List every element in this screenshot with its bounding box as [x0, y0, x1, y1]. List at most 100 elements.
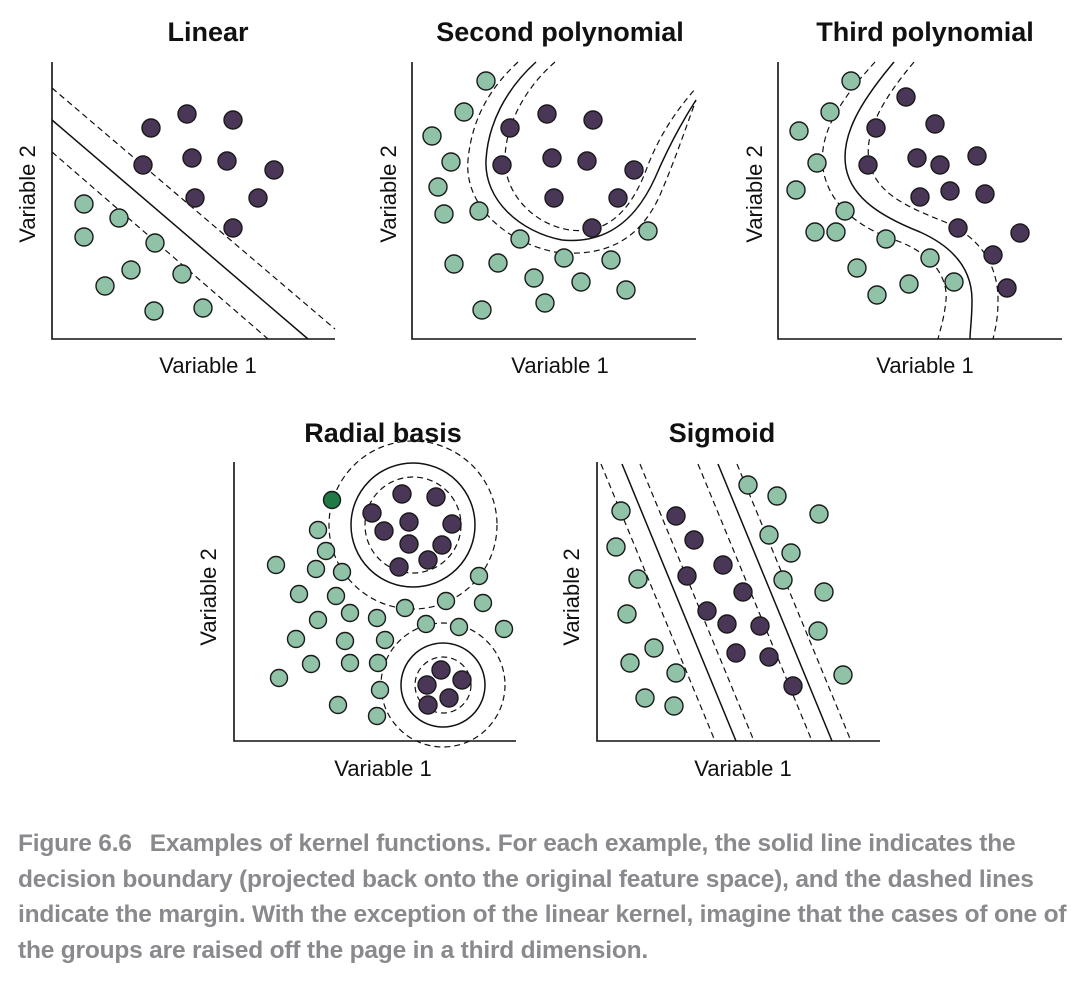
panel-title: Third polynomial — [816, 17, 1034, 47]
data-point-group-b — [542, 148, 562, 168]
data-point-group-a — [308, 610, 328, 630]
data-point-group-b — [442, 514, 462, 534]
data-point-group-b — [726, 643, 746, 663]
data-point-group-a — [510, 229, 530, 249]
data-point-group-b — [967, 146, 987, 166]
data-point-group-b — [1010, 223, 1030, 243]
data-point-group-b — [223, 110, 243, 130]
data-point-group-a — [95, 276, 115, 296]
x-axis-label: Variable 1 — [694, 756, 791, 781]
data-point-group-b — [783, 676, 803, 696]
decision-boundary — [51, 119, 309, 340]
data-point-group-b — [389, 557, 409, 577]
panel-linear: Linear Variable 1 Variable 2 — [15, 17, 336, 378]
axes — [596, 462, 880, 742]
axes — [777, 62, 1062, 340]
axes — [233, 462, 516, 742]
data-point-group-a — [428, 177, 448, 197]
data-point-group-b — [733, 582, 753, 602]
data-point-group-a — [833, 665, 853, 685]
data-point-group-a — [367, 706, 387, 726]
data-point-group-b — [185, 188, 205, 208]
data-point-group-b — [439, 688, 459, 708]
data-point-group-a — [767, 486, 787, 506]
data-point-group-b — [452, 670, 472, 690]
data-point-group-b — [577, 151, 597, 171]
data-point-group-a — [449, 617, 469, 637]
data-point-group-a — [367, 608, 387, 628]
margin-line — [414, 656, 472, 714]
margin-line — [736, 463, 852, 742]
data-point-group-a — [899, 274, 919, 294]
data-point-group-a — [145, 233, 165, 253]
data-point-group-a — [395, 598, 415, 618]
data-point-group-a — [876, 229, 896, 249]
data-point-group-b — [537, 104, 557, 124]
decision-boundary — [485, 61, 697, 242]
data-point-group-b — [896, 87, 916, 107]
data-point-group-a — [473, 593, 493, 613]
group-a-points — [606, 475, 853, 716]
data-point-group-b — [759, 647, 779, 667]
data-point-group-a — [847, 258, 867, 278]
data-point-group-a — [286, 629, 306, 649]
data-point-group-a — [807, 153, 827, 173]
data-point-group-b — [399, 512, 419, 532]
data-point-group-a — [328, 695, 348, 715]
data-point-group-a — [269, 668, 289, 688]
data-point-group-a — [375, 630, 395, 650]
data-point-group-b — [608, 188, 628, 208]
data-point-group-b — [223, 218, 243, 238]
data-point-group-a — [494, 619, 514, 639]
y-axis-label: Variable 2 — [742, 145, 767, 242]
margin-line — [639, 463, 755, 742]
data-point-group-a — [74, 227, 94, 247]
data-point-group-a — [316, 541, 336, 561]
data-point-group-a — [266, 555, 286, 575]
data-point-group-b — [177, 104, 197, 124]
data-point-group-b — [930, 155, 950, 175]
figure-caption: Figure 6.6 Examples of kernel functions. … — [18, 826, 1088, 968]
margin-line — [504, 61, 697, 232]
panel-radial-basis: Radial basis Variable 1 Variable 2 — [196, 418, 516, 781]
margin-line — [51, 87, 336, 330]
panel-title: Linear — [167, 17, 249, 47]
decision-boundary — [621, 463, 737, 742]
y-axis-label: Variable 2 — [196, 548, 221, 645]
data-point-group-a — [476, 71, 496, 91]
data-point-group-b — [697, 601, 717, 621]
data-point-group-b — [866, 118, 886, 138]
data-point-group-b — [432, 535, 452, 555]
panel-title: Sigmoid — [669, 418, 776, 448]
caption-text: Examples of kernel functions. For each e… — [18, 830, 1067, 964]
data-point-group-b — [713, 555, 733, 575]
data-point-group-b — [975, 184, 995, 204]
data-point-group-a — [805, 222, 825, 242]
data-point-group-a — [826, 222, 846, 242]
group-b-points — [492, 104, 644, 238]
x-axis-label: Variable 1 — [159, 353, 256, 378]
data-point-group-b — [940, 181, 960, 201]
data-point-group-a — [306, 559, 326, 579]
data-point-group-a — [370, 680, 390, 700]
data-point-group-a — [332, 562, 352, 582]
data-point-group-a — [664, 696, 684, 716]
data-point-group-a — [617, 604, 637, 624]
panel-title: Radial basis — [304, 418, 462, 448]
data-point-group-b — [492, 155, 512, 175]
data-point-group-a — [759, 525, 779, 545]
decision-boundary — [844, 61, 973, 340]
data-point-group-b — [141, 118, 161, 138]
data-point-group-a — [441, 152, 461, 172]
group-b-points — [858, 87, 1030, 298]
data-point-group-b — [418, 695, 438, 715]
figure-label: Figure 6.6 — [18, 830, 132, 857]
data-point-group-a — [340, 603, 360, 623]
panel-title: Second polynomial — [436, 17, 684, 47]
data-point-group-a — [809, 504, 829, 524]
x-axis-label: Variable 1 — [876, 353, 973, 378]
data-point-group-a — [172, 264, 192, 284]
kernel-functions-figure: Linear Variable 1 Variable 2 — [15, 17, 1062, 781]
margin-line — [467, 61, 697, 254]
data-point-group-a — [416, 614, 436, 634]
